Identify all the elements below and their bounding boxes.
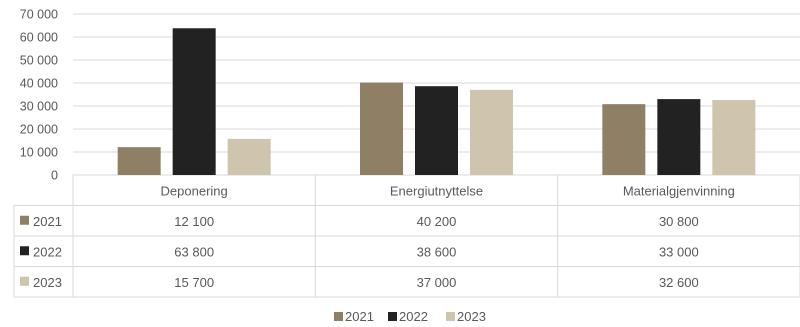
- table-legend-key: [20, 246, 29, 256]
- table-value: 40 200: [417, 214, 457, 229]
- bar-2022-energiutnyttelse: [415, 86, 458, 175]
- legend-label: 2021: [345, 309, 374, 324]
- table-value: 38 600: [417, 244, 457, 259]
- table-value: 12 100: [174, 214, 214, 229]
- y-tick-label: 0: [51, 169, 58, 183]
- y-tick-label: 20 000: [20, 123, 58, 137]
- table-value: 15 700: [174, 275, 214, 290]
- table-value: 30 800: [659, 214, 699, 229]
- bar-2021-materialgjenvinning: [602, 104, 646, 175]
- table-legend-key: [20, 276, 29, 286]
- table-value: 32 600: [659, 275, 699, 290]
- bar-2021-deponering: [117, 147, 161, 175]
- bar-2022-deponering: [172, 28, 216, 176]
- legend-swatch: [446, 312, 455, 321]
- y-tick-label: 40 000: [20, 77, 58, 91]
- table-value: 37 000: [417, 275, 457, 290]
- table-series-label: 2023: [33, 275, 62, 290]
- table-series-label: 2022: [33, 244, 62, 259]
- bar-2023-materialgjenvinning: [712, 100, 756, 175]
- table-value: 33 000: [659, 244, 699, 259]
- legend-swatch: [388, 312, 397, 321]
- bar-2023-deponering: [227, 138, 271, 175]
- table-value: 63 800: [174, 244, 214, 259]
- category-label: Deponering: [161, 183, 228, 198]
- y-tick-label: 60 000: [20, 31, 58, 45]
- y-tick-label: 30 000: [20, 100, 58, 114]
- category-label: Energiutnyttelse: [390, 183, 483, 198]
- bar-2023-energiutnyttelse: [470, 89, 513, 175]
- legend-swatch: [334, 312, 343, 321]
- y-tick-label: 50 000: [20, 54, 58, 68]
- table-legend-key: [20, 215, 29, 225]
- bar-2022-materialgjenvinning: [657, 99, 701, 175]
- y-tick-label: 10 000: [20, 146, 58, 160]
- category-label: Materialgjenvinning: [623, 183, 735, 198]
- y-tick-label: 70 000: [20, 8, 58, 22]
- legend-label: 2023: [457, 309, 486, 324]
- legend-label: 2022: [399, 309, 428, 324]
- bar-2021-energiutnyttelse: [360, 82, 403, 175]
- table-series-label: 2021: [33, 214, 62, 229]
